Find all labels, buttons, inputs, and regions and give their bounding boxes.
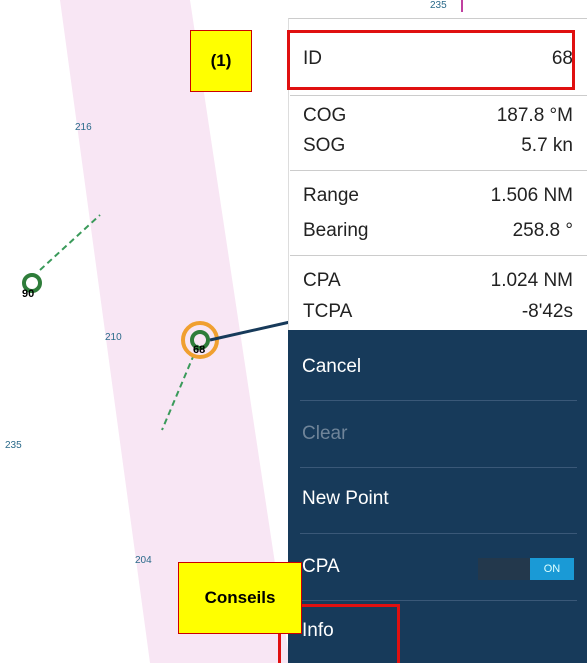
callout-pointer [209, 320, 291, 342]
row-label: TCPA [303, 301, 353, 322]
divider [300, 533, 577, 534]
toggle-track[interactable] [478, 558, 530, 580]
menu-item[interactable]: New Point [302, 488, 389, 509]
annotation: Conseils [178, 562, 302, 634]
menu-panel [288, 330, 587, 663]
target-icon[interactable] [190, 330, 210, 350]
row-label: Bearing [303, 220, 369, 241]
divider [300, 600, 577, 601]
row-value: 187.8 °M [496, 105, 573, 126]
row-value: 5.7 kn [521, 135, 573, 156]
divider [290, 170, 587, 171]
target-label: 68 [193, 344, 206, 356]
depth-label: 210 [105, 332, 122, 343]
row-value: 68 [551, 48, 573, 69]
menu-item[interactable]: Info [302, 620, 334, 641]
divider [300, 467, 577, 468]
row-value: 1.024 NM [490, 270, 573, 291]
info-panel [288, 18, 587, 331]
divider [290, 255, 587, 256]
toggle-on[interactable]: ON [530, 558, 574, 580]
row-label: Range [303, 185, 359, 206]
menu-item-disabled: Clear [302, 423, 348, 444]
row-label: CPA [303, 270, 341, 291]
row-label: COG [303, 105, 347, 126]
target-label: 90 [22, 288, 35, 300]
depth-label: 235 [430, 0, 447, 11]
row-value: 1.506 NM [490, 185, 573, 206]
menu-item[interactable]: CPA [302, 556, 340, 577]
row-label: SOG [303, 135, 346, 156]
menu-item[interactable]: Cancel [302, 356, 362, 377]
depth-label: 216 [75, 122, 92, 133]
annotation: (1) [190, 30, 252, 92]
depth-label: 204 [135, 555, 152, 566]
divider [290, 95, 587, 96]
divider [300, 400, 577, 401]
target-selected-ring[interactable] [181, 321, 219, 359]
heading-line [161, 344, 199, 431]
highlight-box [287, 30, 575, 90]
row-value: -8'42s [521, 301, 573, 322]
depth-label: 235 [5, 440, 22, 451]
heading-line [39, 214, 101, 271]
row-label: ID [303, 48, 322, 69]
traffic-lane [60, 0, 290, 663]
target-icon[interactable] [22, 273, 42, 293]
row-value: 258.8 ° [512, 220, 573, 241]
